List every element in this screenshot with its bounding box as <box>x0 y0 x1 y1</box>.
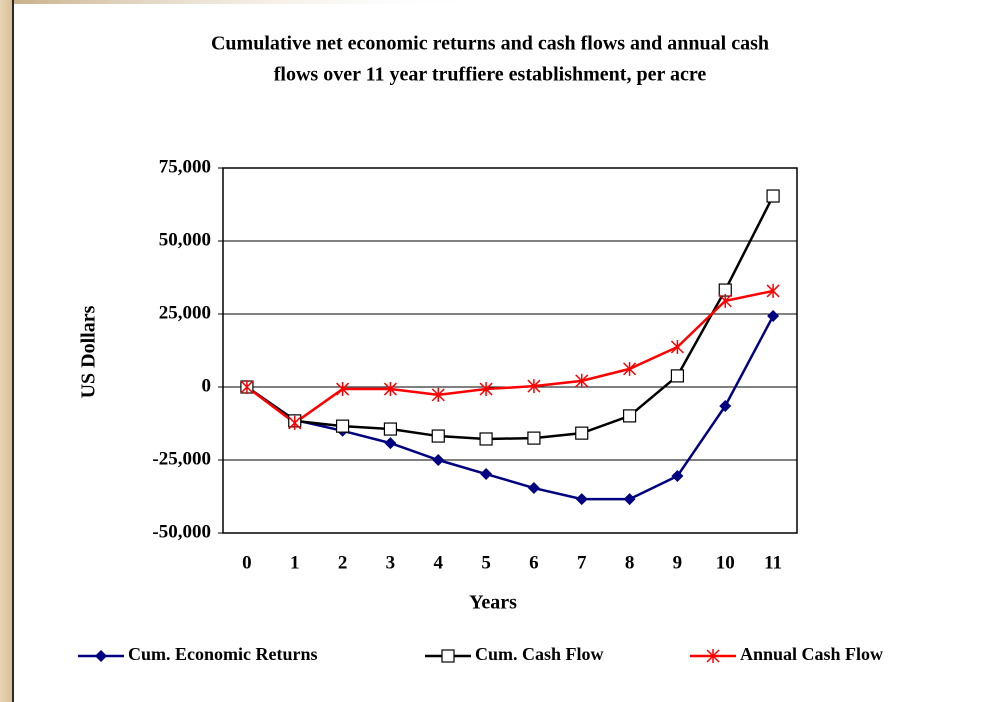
x-tick-label: 0 <box>242 552 252 573</box>
marker <box>95 650 107 662</box>
x-tick-label: 3 <box>386 552 396 573</box>
frame-strip <box>0 0 12 702</box>
y-axis-label: US Dollars <box>78 305 100 398</box>
x-axis-label: Years <box>469 592 517 614</box>
series-line <box>246 289 774 425</box>
marker <box>623 493 636 506</box>
series-line <box>246 195 775 441</box>
marker <box>479 432 493 446</box>
marker <box>706 649 720 663</box>
marker <box>527 482 540 495</box>
x-tick-label: 6 <box>529 552 539 573</box>
x-tick-label: 9 <box>673 552 683 573</box>
marker <box>384 437 397 450</box>
marker <box>670 339 684 354</box>
marker <box>336 382 350 397</box>
legend-label: Cum. Economic Returns <box>128 644 318 664</box>
marker <box>671 470 684 483</box>
marker <box>383 422 398 436</box>
legend-marker <box>441 649 455 663</box>
plot-border <box>222 167 798 534</box>
x-tick-label: 7 <box>577 552 587 573</box>
marker <box>622 409 637 423</box>
marker <box>479 382 493 397</box>
marker <box>623 361 637 376</box>
y-tick-label: 0 <box>202 375 212 396</box>
marker <box>288 415 302 430</box>
legend-marker <box>95 650 107 662</box>
y-tick-label: 75,000 <box>159 156 211 177</box>
marker <box>719 399 732 412</box>
chart-title: flows over 11 year truffiere establishme… <box>274 64 707 86</box>
marker <box>240 380 254 394</box>
marker <box>575 426 589 440</box>
marker <box>575 373 589 388</box>
marker <box>431 429 445 443</box>
legend-marker <box>706 649 720 663</box>
marker <box>575 493 588 506</box>
y-tick-label: 50,000 <box>159 229 211 250</box>
marker <box>670 369 685 383</box>
marker <box>441 649 455 663</box>
legend-label: Cum. Cash Flow <box>475 644 604 664</box>
y-tick-label: 25,000 <box>159 302 211 323</box>
marker <box>718 293 732 308</box>
x-tick-label: 10 <box>716 552 735 573</box>
marker <box>432 454 445 466</box>
marker <box>527 379 541 394</box>
x-tick-label: 1 <box>290 552 300 573</box>
frame-top <box>12 0 482 4</box>
marker <box>767 310 780 323</box>
marker <box>431 387 445 402</box>
marker <box>766 189 780 203</box>
y-tick-label: -50,000 <box>152 521 211 542</box>
marker <box>480 468 493 481</box>
y-tick-label: -25,000 <box>152 448 211 469</box>
legend-label: Annual Cash Flow <box>740 644 883 664</box>
x-tick-label: 2 <box>338 552 348 573</box>
marker <box>335 419 350 433</box>
x-tick-label: 4 <box>434 552 444 573</box>
marker <box>527 431 541 445</box>
x-tick-label: 8 <box>625 552 635 573</box>
series-line <box>246 315 775 501</box>
marker <box>383 382 397 397</box>
x-tick-label: 11 <box>764 552 782 573</box>
chart-title: Cumulative net economic returns and cash… <box>211 33 769 55</box>
marker <box>766 283 780 298</box>
x-tick-label: 5 <box>481 552 491 573</box>
